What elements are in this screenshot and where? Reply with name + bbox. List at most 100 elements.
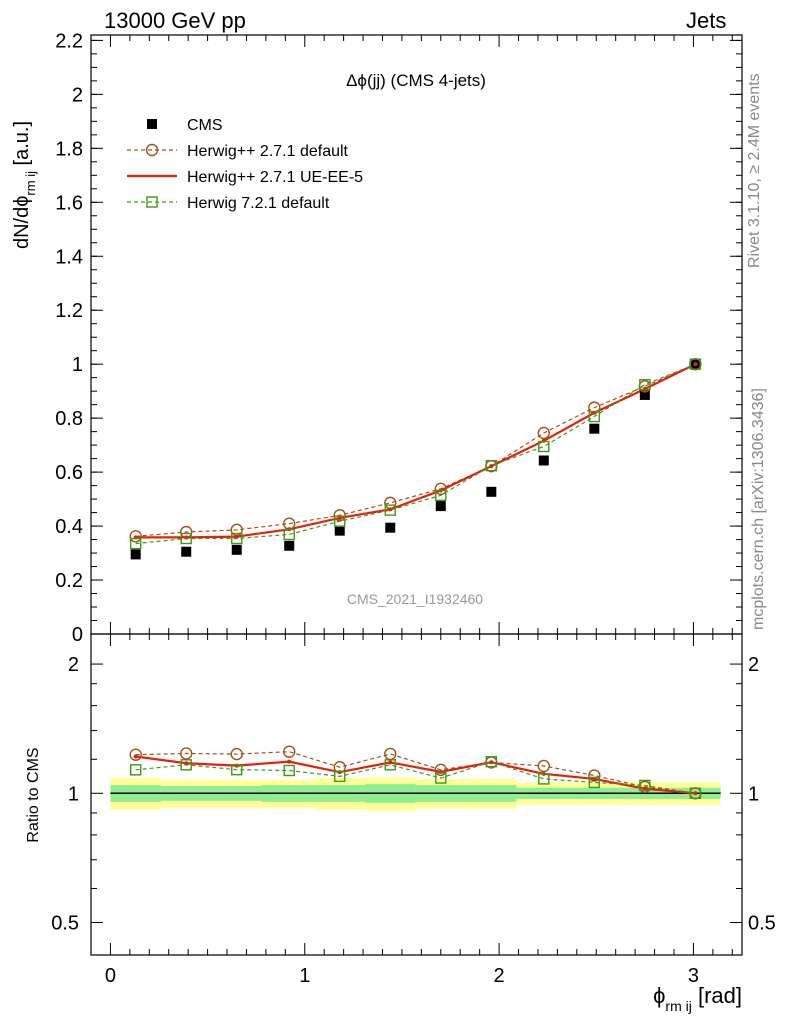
- main-ytick-label: 1.6: [55, 192, 83, 214]
- main-point-herwig-7-2-1-default: [334, 515, 346, 527]
- main-line-herwig-2-7-1-default: [135, 363, 696, 537]
- legend-label-herwig-7-2-1-default: Herwig 7.2.1 default: [187, 195, 330, 212]
- legend-marker-herwig-7-2-1-default: [146, 196, 158, 208]
- ratio-point-herwig-7-2-1-default: [129, 764, 142, 776]
- ratio-point-herwig-2-7-1-ue-ee-5: [287, 759, 292, 764]
- main-point-herwig-2-7-1-default: [129, 530, 142, 543]
- axes: [90, 34, 743, 956]
- main-point-herwig-7-2-1-default: [538, 440, 550, 453]
- main-point-herwig-7-2-1-default: [283, 528, 295, 541]
- main-ytick-label: 1.8: [55, 138, 83, 160]
- legend: CMS Herwig++ 2.7.1 default Herwig++ 2.7.1 …: [127, 117, 363, 212]
- xtick-label: 0: [105, 965, 116, 987]
- main-ytick-label: 1: [72, 354, 83, 376]
- main-point-cms: [231, 544, 242, 555]
- main-point-cms: [334, 525, 345, 536]
- ratio-point-herwig-2-7-1-default: [434, 763, 447, 777]
- ratio-point-herwig-7-2-1-default: [689, 787, 702, 799]
- rivet-version-label: Rivet 3.1.10, ≥ 2.4M events: [746, 73, 763, 268]
- main-point-cms: [639, 389, 650, 400]
- main-point-herwig-2-7-1-ue-ee-5: [234, 534, 239, 539]
- ratio-point-herwig-2-7-1-ue-ee-5: [489, 760, 494, 765]
- ratio-point-herwig-2-7-1-default: [384, 747, 397, 761]
- main-point-herwig-7-2-1-default: [435, 489, 447, 502]
- main-point-herwig-2-7-1-default: [434, 482, 447, 496]
- main-ytick-label: 0.8: [55, 408, 83, 430]
- main-point-herwig-2-7-1-default: [384, 496, 397, 510]
- ratio-point-herwig-2-7-1-ue-ee-5: [184, 761, 189, 766]
- chart-text: dN/dϕrm ij [a.u.] Ratio to CMS ϕrm ij [rad…: [11, 71, 742, 1014]
- ratio-line-herwig-2-7-1-default: [135, 751, 696, 794]
- ratio-ytick-label: 1: [68, 783, 79, 805]
- mcplots-source-label: mcplots.cern.ch [arXiv:1306.3436]: [750, 388, 767, 630]
- analysis-watermark: CMS_2021_I1932460: [347, 591, 483, 607]
- main-ytick-label: 0.6: [55, 462, 83, 484]
- main-point-cms: [486, 486, 497, 497]
- ratio-ytick-label-right: 2: [748, 654, 759, 676]
- collision-energy-label: 13000 GeV pp: [104, 8, 246, 33]
- main-ytick-label: 0.4: [55, 516, 83, 538]
- main-point-herwig-7-2-1-default: [689, 358, 702, 370]
- series-markers: [129, 357, 702, 800]
- ratio-point-herwig-2-7-1-ue-ee-5: [642, 786, 647, 791]
- main-line-herwig-7-2-1-default: [135, 363, 696, 545]
- main-point-herwig-2-7-1-ue-ee-5: [693, 362, 698, 367]
- ratio-uncertainty-bands: [110, 777, 721, 811]
- main-ytick-label: 0.2: [55, 570, 83, 592]
- main-point-herwig-7-2-1-default: [180, 532, 192, 545]
- main-point-herwig-2-7-1-ue-ee-5: [184, 535, 189, 540]
- ratio-point-herwig-2-7-1-default: [537, 759, 550, 773]
- ratio-point-herwig-7-2-1-default: [334, 770, 346, 783]
- tick-labels: 0 0.2 0.4 0.6 0.8 1 1.2 1.4 1.6 1.8 2 2.2 0 1 2 3 0.5 0.5…: [51, 30, 776, 987]
- main-point-herwig-2-7-1-ue-ee-5: [489, 464, 494, 469]
- legend-marker-cms: [147, 119, 157, 129]
- ratio-point-herwig-2-7-1-default: [588, 769, 601, 782]
- ratio-point-herwig-7-2-1-default: [180, 759, 192, 771]
- main-ytick-label: 0: [72, 624, 83, 646]
- ratio-point-herwig-2-7-1-default: [230, 747, 243, 761]
- main-point-herwig-7-2-1-default: [231, 532, 243, 545]
- ratio-point-herwig-7-2-1-default: [485, 755, 498, 768]
- main-point-herwig-2-7-1-default: [333, 509, 346, 522]
- ratio-point-herwig-2-7-1-ue-ee-5: [388, 760, 393, 765]
- ratio-point-herwig-2-7-1-default: [129, 748, 142, 761]
- ratio-point-herwig-2-7-1-ue-ee-5: [133, 754, 138, 759]
- main-ytick-label: 1.2: [55, 300, 83, 322]
- xtick-label: 3: [688, 965, 699, 987]
- main-plot-title: Δϕ(jj) (CMS 4-jets): [346, 71, 486, 90]
- ratio-ytick-label-right: 1: [748, 783, 759, 805]
- ratio-ytick-label-right: 0.5: [748, 912, 776, 934]
- ratio-point-herwig-7-2-1-default: [538, 773, 550, 785]
- ratio-point-herwig-2-7-1-ue-ee-5: [693, 791, 698, 796]
- main-point-cms: [589, 423, 600, 434]
- main-ytick-label: 2: [72, 84, 83, 106]
- main-point-cms: [284, 540, 295, 551]
- xtick-label: 1: [299, 965, 310, 987]
- ratio-ytick-label: 0.5: [51, 912, 79, 934]
- main-point-herwig-7-2-1-default: [129, 537, 142, 550]
- ratio-point-herwig-7-2-1-default: [435, 772, 447, 784]
- main-point-herwig-2-7-1-ue-ee-5: [337, 515, 342, 520]
- series-lines: [135, 363, 696, 795]
- main-line-herwig-2-7-1-ue-ee-5: [135, 363, 696, 539]
- main-point-herwig-2-7-1-ue-ee-5: [388, 507, 393, 512]
- x-axis-title: ϕrm ij [rad]: [653, 983, 742, 1014]
- main-point-cms: [130, 549, 141, 560]
- main-ytick-label: 1.4: [55, 246, 83, 268]
- main-point-herwig-7-2-1-default: [588, 410, 601, 423]
- main-point-herwig-7-2-1-default: [639, 378, 651, 391]
- main-point-herwig-7-2-1-default: [485, 459, 498, 472]
- main-point-herwig-2-7-1-default: [537, 426, 550, 440]
- ratio-point-herwig-7-2-1-default: [639, 779, 651, 792]
- ratio-ytick-label: 2: [68, 654, 79, 676]
- main-point-cms: [385, 522, 396, 533]
- ratio-y-axis-title: Ratio to CMS: [25, 747, 42, 842]
- legend-marker-herwig-2-7-1-default: [145, 143, 159, 157]
- ratio-point-herwig-7-2-1-default: [283, 764, 295, 777]
- xtick-label: 2: [494, 965, 505, 987]
- ratio-point-herwig-2-7-1-default: [180, 747, 193, 760]
- main-point-herwig-7-2-1-default: [384, 504, 396, 516]
- ratio-frame: [90, 633, 743, 956]
- ratio-line-herwig-7-2-1-default: [135, 761, 696, 794]
